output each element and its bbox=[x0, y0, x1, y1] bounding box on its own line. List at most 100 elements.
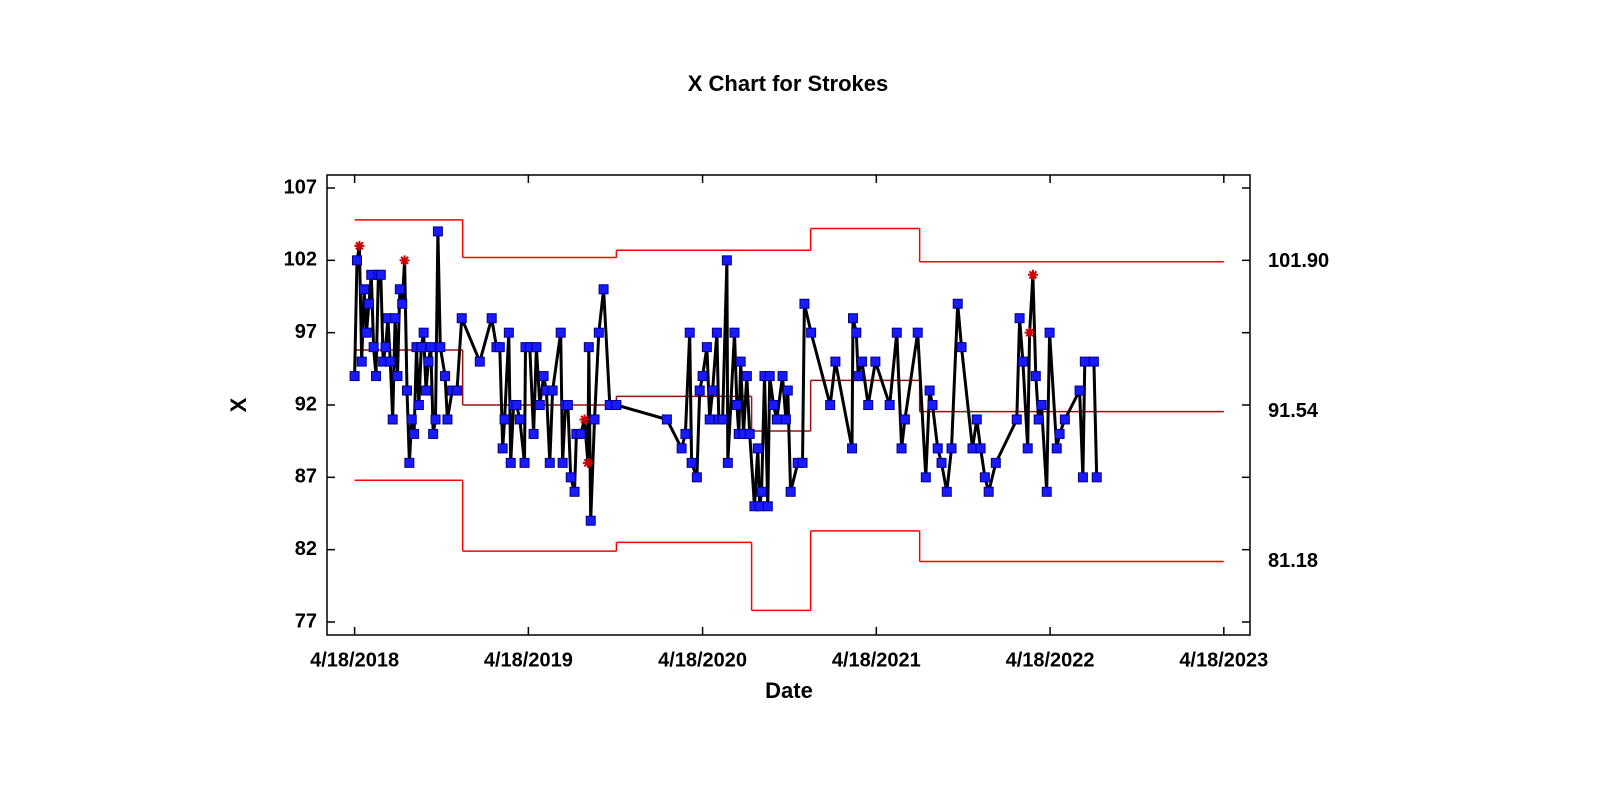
data-point bbox=[799, 298, 810, 309]
data-point bbox=[744, 428, 755, 439]
flagged-point bbox=[582, 457, 593, 468]
data-point bbox=[356, 356, 367, 367]
data-point bbox=[423, 356, 434, 367]
data-point bbox=[782, 385, 793, 396]
data-point bbox=[694, 385, 705, 396]
data-point bbox=[428, 428, 439, 439]
data-point bbox=[390, 313, 401, 324]
data-point bbox=[1017, 356, 1028, 367]
data-point bbox=[397, 298, 408, 309]
data-point bbox=[435, 342, 446, 353]
data-point bbox=[418, 327, 429, 338]
data-point bbox=[924, 385, 935, 396]
data-point bbox=[735, 356, 746, 367]
data-point bbox=[511, 400, 522, 410]
data-point bbox=[547, 385, 558, 396]
data-point bbox=[936, 457, 947, 468]
y-tick-label: 97 bbox=[295, 321, 317, 343]
data-point bbox=[1074, 385, 1085, 396]
data-point bbox=[451, 385, 462, 396]
data-point bbox=[413, 400, 424, 410]
data-point bbox=[971, 414, 982, 425]
data-point bbox=[806, 327, 817, 338]
data-point bbox=[505, 457, 516, 468]
data-point bbox=[1059, 414, 1070, 425]
data-point bbox=[380, 342, 391, 353]
data-point bbox=[932, 443, 943, 454]
y-tick-label: 92 bbox=[295, 393, 317, 415]
data-point bbox=[946, 443, 957, 454]
data-point bbox=[983, 486, 994, 497]
data-point bbox=[425, 342, 436, 353]
data-point bbox=[825, 400, 836, 410]
data-point bbox=[777, 371, 788, 382]
data-point bbox=[1091, 472, 1102, 483]
data-point bbox=[941, 486, 952, 497]
x-tick-label: 4/18/2023 bbox=[1179, 649, 1268, 671]
data-point bbox=[385, 356, 396, 367]
data-point bbox=[1054, 428, 1065, 439]
data-point bbox=[611, 400, 622, 410]
data-point bbox=[368, 342, 379, 353]
data-point bbox=[741, 371, 752, 382]
data-point bbox=[1022, 443, 1033, 454]
data-point bbox=[711, 327, 722, 338]
data-point bbox=[394, 284, 405, 295]
flagged-point bbox=[399, 255, 410, 266]
data-point bbox=[555, 327, 566, 338]
data-point bbox=[1044, 327, 1055, 338]
data-point bbox=[565, 472, 576, 483]
y-tick-label: 82 bbox=[295, 538, 317, 560]
data-point bbox=[912, 327, 923, 338]
limit-label: 91.54 bbox=[1268, 400, 1319, 422]
data-point bbox=[562, 400, 573, 410]
data-point bbox=[1088, 356, 1099, 367]
data-point bbox=[575, 428, 586, 439]
data-point bbox=[870, 356, 881, 367]
data-point bbox=[956, 342, 967, 353]
data-point bbox=[752, 443, 763, 454]
data-point bbox=[764, 371, 775, 382]
data-point bbox=[421, 385, 432, 396]
data-point bbox=[598, 284, 609, 295]
x-tick-label: 4/18/2018 bbox=[310, 649, 399, 671]
data-point bbox=[589, 414, 600, 425]
data-point bbox=[1036, 400, 1047, 410]
data-point bbox=[1051, 443, 1062, 454]
data-point bbox=[486, 313, 497, 324]
data-point bbox=[349, 371, 360, 382]
data-point bbox=[920, 472, 931, 483]
data-point bbox=[593, 327, 604, 338]
data-point bbox=[697, 371, 708, 382]
data-point bbox=[975, 443, 986, 454]
data-point bbox=[1041, 486, 1052, 497]
data-point bbox=[780, 414, 791, 425]
data-point bbox=[569, 486, 580, 497]
data-point bbox=[534, 400, 545, 410]
data-point bbox=[528, 428, 539, 439]
data-point bbox=[503, 327, 514, 338]
data-point bbox=[684, 327, 695, 338]
data-point bbox=[661, 414, 672, 425]
data-point bbox=[442, 414, 453, 425]
y-tick-label: 107 bbox=[284, 176, 317, 198]
data-point bbox=[717, 414, 728, 425]
chart-title: X Chart for Strokes bbox=[688, 71, 889, 96]
data-point bbox=[847, 443, 858, 454]
data-point bbox=[401, 385, 412, 396]
data-point bbox=[440, 371, 451, 382]
limit-label: 81.18 bbox=[1268, 550, 1318, 572]
y-axis-label: X bbox=[226, 397, 251, 412]
data-point bbox=[884, 400, 895, 410]
data-point bbox=[514, 414, 525, 425]
data-point bbox=[701, 342, 712, 353]
data-point bbox=[797, 457, 808, 468]
data-point bbox=[729, 327, 740, 338]
data-point bbox=[1030, 371, 1041, 382]
data-point bbox=[721, 255, 732, 266]
x-tick-label: 4/18/2022 bbox=[1006, 649, 1095, 671]
data-point bbox=[680, 428, 691, 439]
data-point bbox=[756, 486, 767, 497]
